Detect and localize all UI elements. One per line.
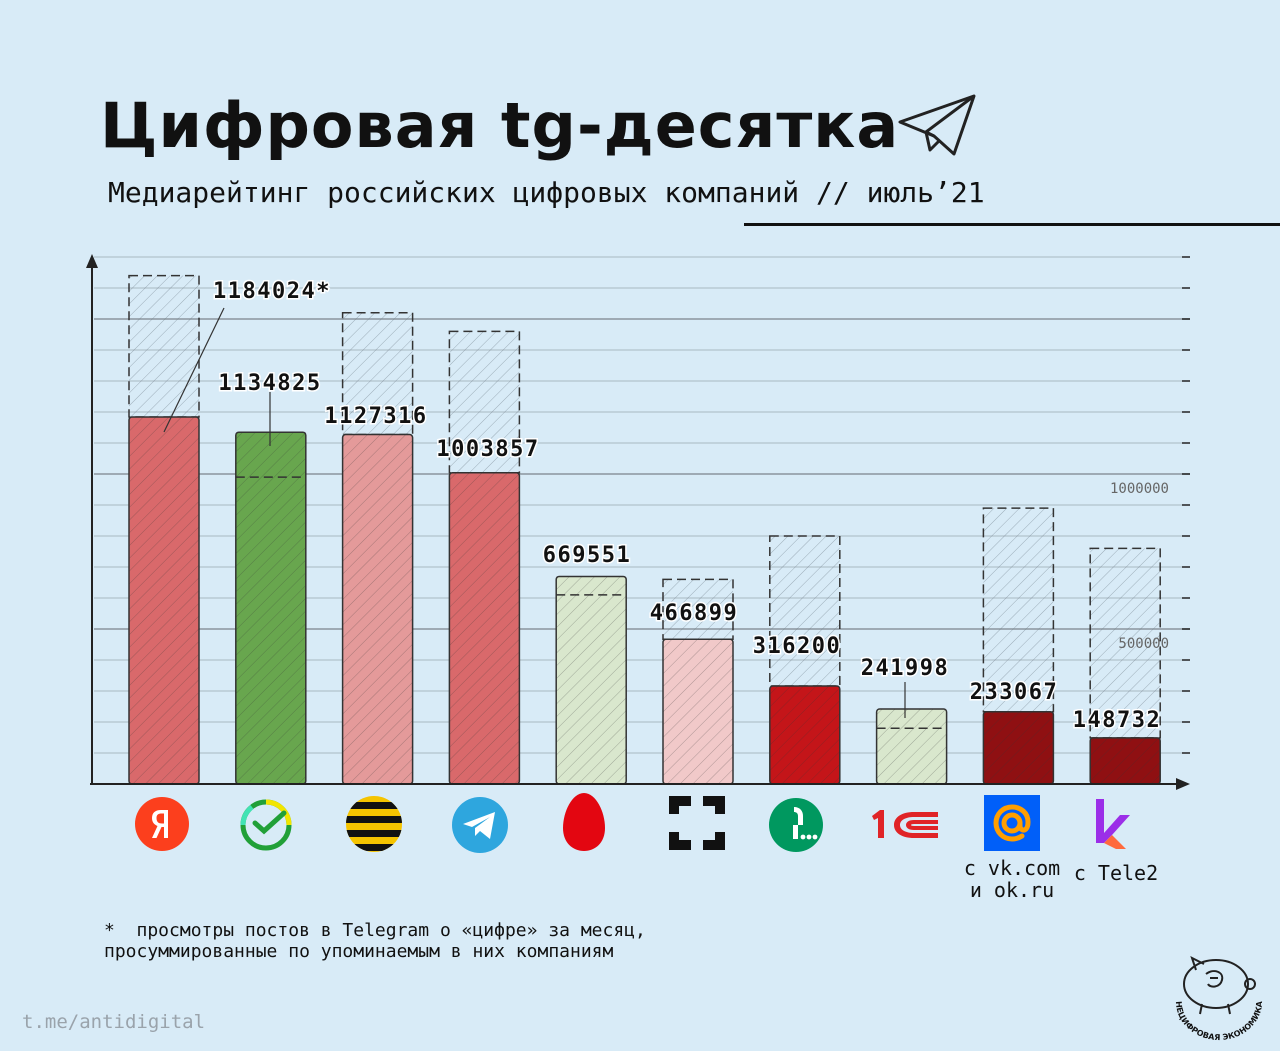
- reference-labels: 1000000 500000: [1110, 481, 1169, 652]
- kion-icon: [1096, 799, 1130, 849]
- footnote-line-2: просуммированные по упоминаемым в них ко…: [104, 941, 614, 962]
- page-subtitle: Медиарейтинг российских цифровых компани…: [108, 176, 985, 209]
- previous-bar: [662, 578, 734, 641]
- value-label: 1003857: [436, 437, 539, 462]
- paper-plane-icon: [898, 94, 976, 156]
- brand-name: НЕЦИФРОВАЯ ЭКОНОМИКА: [1174, 1000, 1264, 1042]
- page-title: Цифровая tg-десятка: [100, 89, 900, 162]
- bar-hatch: [769, 685, 840, 784]
- value-label: 1134825: [218, 371, 321, 396]
- value-label: 1184024*: [213, 279, 331, 304]
- bar-hatch: [129, 416, 199, 784]
- previous-bar: [982, 507, 1055, 713]
- bars: [128, 416, 1161, 785]
- footnote-line-1: * просмотры постов в Telegram о «цифре» …: [104, 920, 646, 941]
- bar-hatch: [663, 639, 733, 784]
- subtitle-rule: [744, 223, 1280, 226]
- value-label: 316200: [753, 634, 841, 659]
- y-axis-arrow: [86, 254, 98, 268]
- reference-label: 1000000: [1110, 481, 1169, 497]
- rostelecom-icon: [669, 796, 725, 850]
- bar-hatch: [983, 711, 1054, 784]
- value-label: 669551: [543, 543, 631, 568]
- sber-icon: [240, 799, 292, 851]
- value-label: 241998: [861, 656, 949, 681]
- kion-caption: с Tele2: [1073, 861, 1159, 885]
- bar-hatch: [876, 708, 947, 784]
- previous-period-bars: [128, 274, 1161, 739]
- value-label: 466899: [650, 601, 738, 626]
- bar-hatch: [342, 434, 413, 784]
- yandex-icon: [135, 797, 189, 851]
- mailru-icon: [984, 795, 1040, 851]
- telegram-icon: [452, 797, 508, 853]
- axes: [86, 254, 1190, 790]
- reference-label: 500000: [1118, 636, 1169, 652]
- value-label: 233067: [970, 680, 1058, 705]
- beeline-icon: [346, 796, 402, 852]
- mailru-caption: с vk.com и ok.ru: [958, 857, 1066, 901]
- value-label: 148732: [1073, 708, 1161, 733]
- mailru-caption-line1: с vk.com: [963, 856, 1061, 880]
- bar-hatch: [449, 472, 520, 784]
- mts-icon: [563, 793, 605, 851]
- x-axis-arrow: [1176, 778, 1190, 790]
- previous-bar: [769, 535, 841, 687]
- mailru-caption-line2: и ok.ru: [969, 878, 1055, 902]
- bar-hatch: [556, 576, 627, 784]
- footnote: * просмотры постов в Telegram о «цифре» …: [104, 920, 646, 962]
- previous-bar: [341, 312, 414, 436]
- 1c-icon: [872, 810, 938, 838]
- bar-hatch: [1090, 737, 1161, 784]
- source-link[interactable]: t.me/antidigital: [22, 1011, 206, 1033]
- brand-logo: НЕЦИФРОВАЯ ЭКОНОМИКА: [1174, 956, 1264, 1042]
- svg-text:НЕЦИФРОВАЯ ЭКОНОМИКА: НЕЦИФРОВАЯ ЭКОНОМИКА: [1174, 1000, 1264, 1042]
- bar-hatch: [235, 432, 306, 784]
- value-label: 1127316: [324, 404, 427, 429]
- megafon-icon: [769, 798, 823, 852]
- previous-bar: [128, 274, 200, 418]
- leader-line: [163, 307, 225, 433]
